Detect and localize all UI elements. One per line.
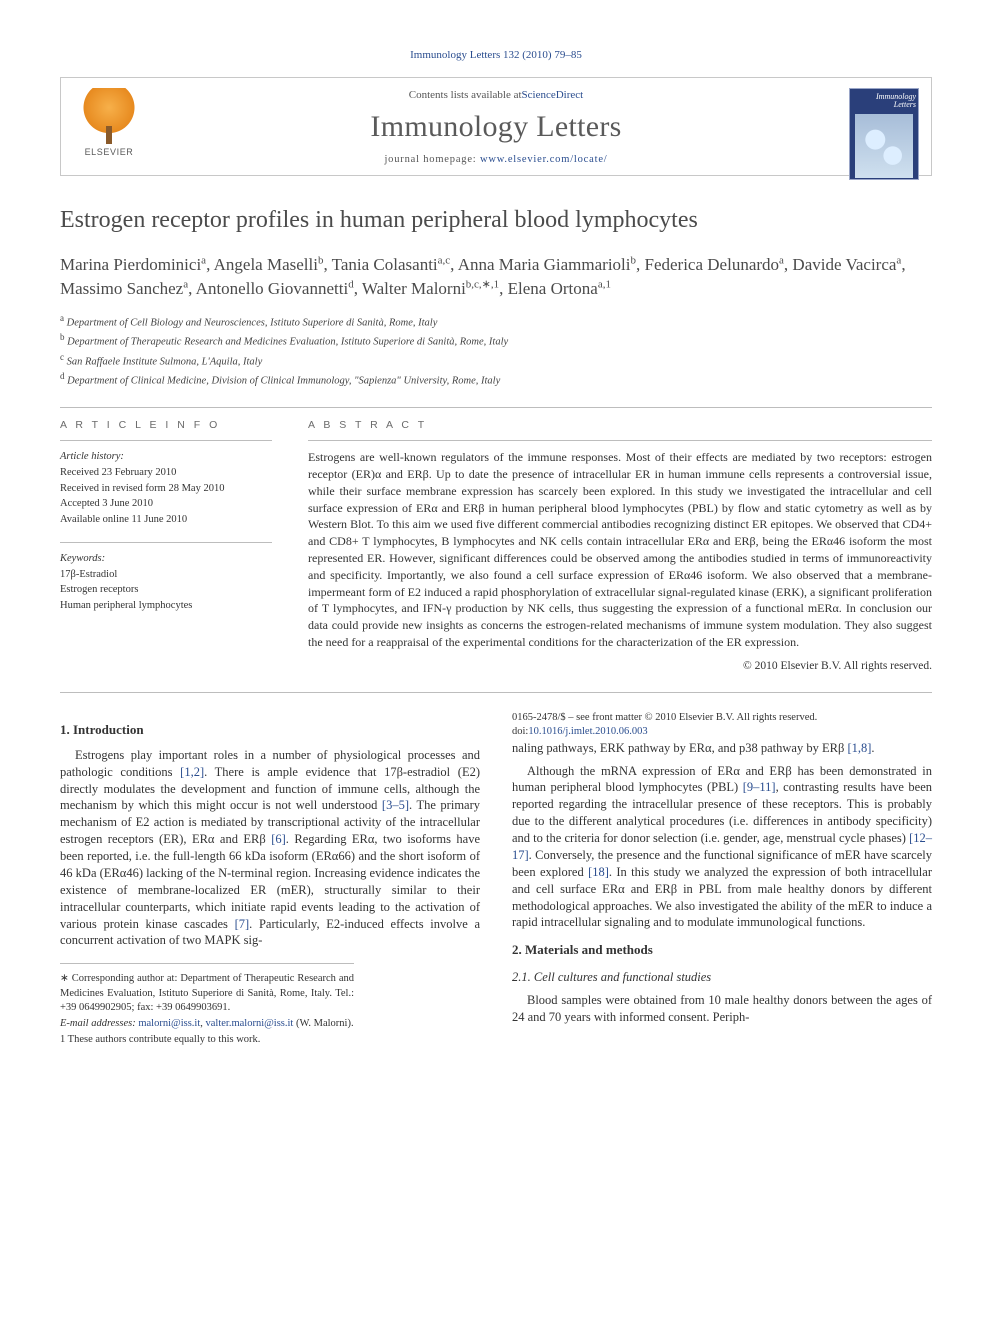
rule	[60, 542, 272, 543]
cover-image-icon	[855, 114, 913, 178]
publisher-logo: ELSEVIER	[73, 88, 145, 166]
article-title: Estrogen receptor profiles in human peri…	[60, 204, 932, 236]
journal-cover-thumb: ImmunologyLetters	[849, 88, 919, 180]
email-link[interactable]: malorni@iss.it	[138, 1018, 200, 1029]
keywords-block: Keywords: 17β-Estradiol Estrogen recepto…	[60, 551, 272, 614]
affiliation-line: c San Raffaele Institute Sulmona, L'Aqui…	[60, 351, 932, 370]
rule	[60, 440, 272, 441]
citation-link[interactable]: [9–11]	[743, 780, 776, 794]
article-history: Article history: Received 23 February 20…	[60, 449, 272, 528]
affiliation-line: a Department of Cell Biology and Neurosc…	[60, 312, 932, 331]
history-line: Received in revised form 28 May 2010	[60, 481, 272, 497]
article-body: 1. Introduction Estrogens play important…	[60, 711, 932, 1047]
running-header: Immunology Letters 132 (2010) 79–85	[60, 48, 932, 63]
author-list: Marina Pierdominicia, Angela Masellib, T…	[60, 253, 932, 302]
body-paragraph: Blood samples were obtained from 10 male…	[512, 992, 932, 1026]
citation-link[interactable]: [7]	[235, 917, 250, 931]
email-label: E-mail addresses:	[60, 1018, 138, 1029]
article-info-label: A R T I C L E I N F O	[60, 418, 272, 432]
body-paragraph: Although the mRNA expression of ERα and …	[512, 763, 932, 932]
citation-link[interactable]: [3–5]	[382, 798, 409, 812]
doi-block: 0165-2478/$ – see front matter © 2010 El…	[512, 711, 932, 739]
keywords-heading: Keywords:	[60, 551, 272, 567]
body-text: .	[871, 741, 874, 755]
history-heading: Article history:	[60, 449, 272, 465]
subsection-heading: 2.1. Cell cultures and functional studie…	[512, 969, 932, 986]
abstract-col: A B S T R A C T Estrogens are well-known…	[308, 418, 932, 674]
citation-link[interactable]: [18]	[588, 865, 609, 879]
section-heading-methods: 2. Materials and methods	[512, 941, 932, 959]
email-tail: (W. Malorni).	[293, 1018, 353, 1029]
contents-line: Contents lists available at ScienceDirec…	[75, 88, 917, 103]
front-matter-line: 0165-2478/$ – see front matter © 2010 El…	[512, 711, 932, 725]
keyword: Estrogen receptors	[60, 582, 272, 598]
sciencedirect-link[interactable]: ScienceDirect	[522, 88, 584, 103]
abstract-label: A B S T R A C T	[308, 418, 932, 432]
doi-label: doi:	[512, 726, 528, 737]
citation-link[interactable]: [1,2]	[180, 765, 204, 779]
journal-masthead: ELSEVIER ImmunologyLetters Contents list…	[60, 77, 932, 177]
homepage-prefix: journal homepage:	[384, 154, 479, 165]
body-text: naling pathways, ERK pathway by ERα, and…	[512, 741, 847, 755]
history-line: Available online 11 June 2010	[60, 512, 272, 528]
contents-prefix: Contents lists available at	[409, 88, 522, 103]
journal-name: Immunology Letters	[75, 107, 917, 148]
body-paragraph: naling pathways, ERK pathway by ERα, and…	[512, 740, 932, 757]
affiliations: a Department of Cell Biology and Neurosc…	[60, 312, 932, 389]
section-heading-intro: 1. Introduction	[60, 721, 480, 739]
cover-title: ImmunologyLetters	[876, 93, 916, 109]
body-paragraph: Estrogens play important roles in a numb…	[60, 747, 480, 950]
rule	[308, 440, 932, 441]
citation-link[interactable]: [1,8]	[847, 741, 871, 755]
publisher-brand: ELSEVIER	[73, 146, 145, 158]
doi-link[interactable]: 10.1016/j.imlet.2010.06.003	[528, 726, 647, 737]
email-line: E-mail addresses: malorni@iss.it, valter…	[60, 1017, 354, 1031]
rule	[60, 692, 932, 693]
history-line: Received 23 February 2010	[60, 465, 272, 481]
copyright: © 2010 Elsevier B.V. All rights reserved…	[308, 659, 932, 675]
citation-link[interactable]: [6]	[271, 832, 286, 846]
keyword: Human peripheral lymphocytes	[60, 598, 272, 614]
affiliation-line: d Department of Clinical Medicine, Divis…	[60, 370, 932, 389]
article-info-col: A R T I C L E I N F O Article history: R…	[60, 418, 272, 674]
journal-homepage: journal homepage: www.elsevier.com/locat…	[75, 153, 917, 167]
equal-contrib-note: 1 These authors contribute equally to th…	[60, 1033, 354, 1047]
corresponding-author-note: ∗ Corresponding author at: Department of…	[60, 972, 354, 1015]
footnotes: ∗ Corresponding author at: Department of…	[60, 963, 354, 1047]
rule	[60, 407, 932, 408]
history-line: Accepted 3 June 2010	[60, 496, 272, 512]
email-link[interactable]: valter.malorni@iss.it	[206, 1018, 294, 1029]
elsevier-tree-icon	[81, 88, 137, 144]
abstract-text: Estrogens are well-known regulators of t…	[308, 449, 932, 651]
keyword: 17β-Estradiol	[60, 567, 272, 583]
homepage-link[interactable]: www.elsevier.com/locate/	[480, 154, 608, 165]
affiliation-line: b Department of Therapeutic Research and…	[60, 331, 932, 350]
